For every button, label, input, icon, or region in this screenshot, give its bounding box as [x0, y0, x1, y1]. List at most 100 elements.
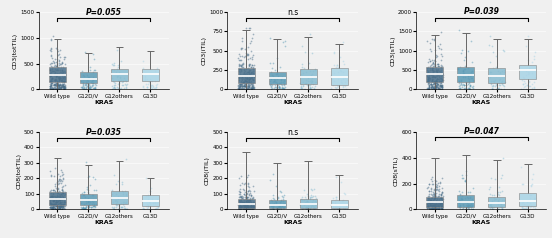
Point: [429, 37, 438, 40]
Point: [57, 78, 66, 82]
Point: [46, 46, 55, 50]
Point: [53, 86, 62, 89]
Point: [142, 85, 151, 89]
Point: [46, 191, 55, 194]
Point: [57, 169, 66, 172]
Point: [332, 198, 341, 201]
Point: [247, 204, 256, 208]
Point: [92, 188, 100, 192]
Point: [528, 178, 537, 181]
Point: [55, 181, 63, 184]
Point: [300, 50, 309, 54]
Point: [247, 76, 256, 79]
Point: [430, 74, 439, 78]
Point: [50, 202, 59, 206]
Point: [429, 204, 438, 208]
Point: [244, 87, 253, 91]
Point: [57, 80, 66, 84]
Point: [279, 198, 288, 201]
Point: [427, 188, 436, 191]
Point: [431, 84, 440, 88]
Point: [429, 193, 438, 197]
Point: [46, 82, 55, 86]
Point: [55, 55, 64, 59]
Point: [49, 205, 57, 208]
Point: [57, 188, 66, 191]
Point: [52, 202, 61, 206]
Point: [57, 205, 66, 208]
Point: [249, 32, 258, 36]
Point: [51, 71, 60, 75]
Point: [433, 206, 442, 209]
Point: [425, 47, 434, 51]
Point: [434, 206, 443, 210]
Text: P=0.039: P=0.039: [464, 7, 500, 16]
Point: [77, 206, 86, 210]
Point: [438, 75, 447, 79]
Point: [239, 72, 248, 76]
Point: [269, 196, 278, 200]
Point: [139, 84, 147, 88]
Point: [327, 77, 336, 81]
Point: [427, 198, 436, 202]
Point: [49, 206, 57, 209]
Point: [235, 203, 244, 207]
Point: [335, 205, 343, 209]
Point: [461, 83, 470, 87]
Point: [50, 197, 59, 201]
Point: [427, 87, 436, 90]
Point: [83, 204, 92, 208]
Bar: [489, 69, 506, 83]
Point: [304, 83, 313, 87]
Point: [267, 77, 275, 80]
Point: [429, 203, 438, 207]
Point: [305, 32, 314, 36]
Point: [298, 198, 307, 202]
Point: [528, 71, 537, 75]
Point: [242, 207, 251, 211]
Point: [113, 200, 121, 204]
Point: [235, 195, 243, 199]
Point: [107, 84, 116, 88]
Point: [51, 79, 60, 83]
Point: [517, 183, 526, 186]
Point: [148, 84, 157, 88]
Point: [82, 207, 91, 211]
Point: [54, 198, 63, 202]
Point: [523, 59, 532, 62]
Point: [424, 207, 433, 210]
Point: [438, 199, 447, 203]
Point: [240, 201, 249, 205]
Bar: [458, 67, 474, 82]
Point: [58, 193, 67, 197]
Point: [300, 82, 309, 85]
Bar: [111, 69, 128, 81]
Point: [57, 78, 66, 81]
Point: [60, 62, 69, 66]
Point: [434, 86, 443, 90]
Point: [491, 83, 500, 87]
Point: [247, 79, 256, 83]
Point: [49, 199, 58, 203]
Point: [49, 87, 58, 91]
Point: [458, 85, 467, 89]
Point: [496, 202, 505, 206]
Point: [51, 207, 60, 211]
Point: [81, 195, 89, 199]
Point: [45, 84, 54, 88]
Point: [78, 69, 87, 73]
Point: [148, 201, 157, 205]
Point: [53, 199, 62, 203]
Point: [500, 68, 508, 72]
Point: [49, 202, 57, 206]
Point: [151, 199, 160, 203]
Point: [433, 87, 442, 90]
Point: [244, 78, 253, 82]
Point: [54, 84, 62, 88]
Y-axis label: CD3(sTIL): CD3(sTIL): [390, 35, 395, 66]
Point: [458, 69, 467, 73]
Point: [55, 203, 64, 207]
Point: [52, 84, 61, 88]
Point: [436, 202, 445, 206]
Point: [430, 188, 439, 192]
